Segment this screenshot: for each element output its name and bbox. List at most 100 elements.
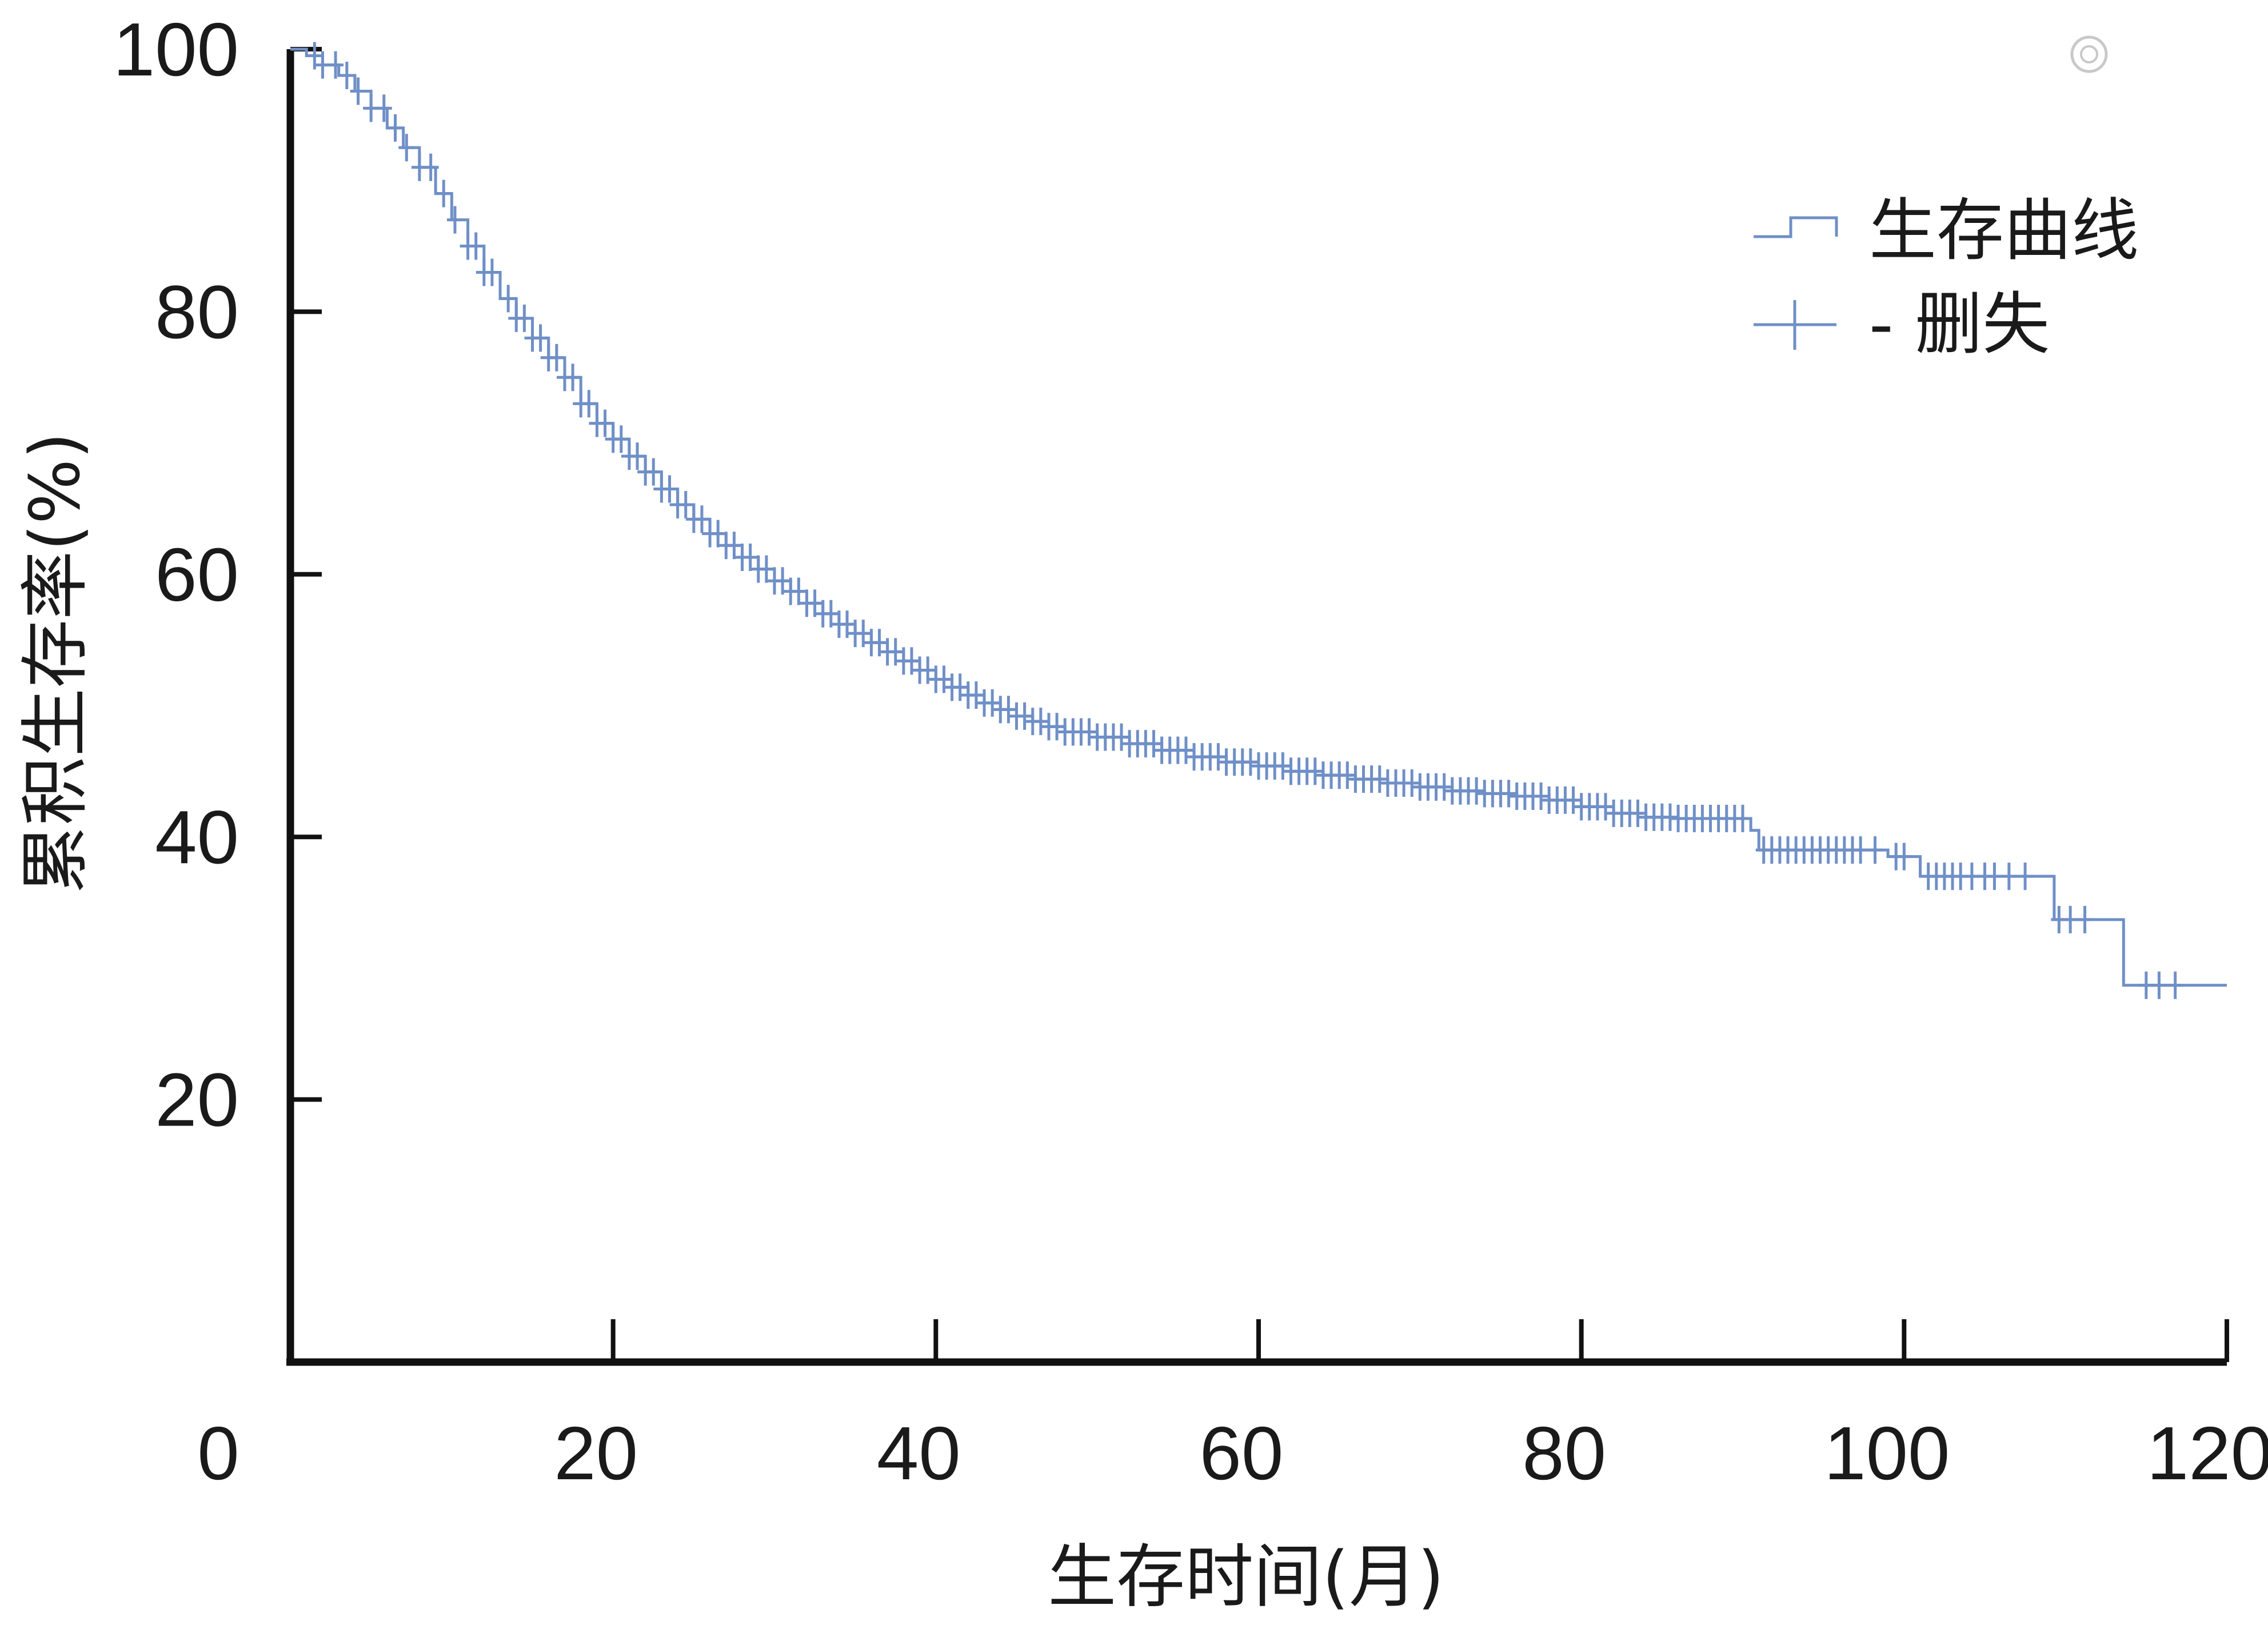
legend-label-censored: - 删失 bbox=[1869, 285, 2050, 364]
censor-mark bbox=[306, 42, 323, 70]
censor-mark bbox=[677, 491, 694, 519]
censor-mark bbox=[920, 656, 936, 684]
legend: 生存曲线 - 删失 bbox=[1754, 191, 2139, 364]
censor-mark bbox=[1867, 836, 1883, 864]
censor-mark bbox=[387, 114, 404, 142]
censor-marks bbox=[306, 42, 2183, 999]
censor-mark bbox=[1404, 769, 1420, 797]
x-tick-label: 100 bbox=[1824, 1411, 1950, 1495]
y-ticks: 20 40 60 80 100 bbox=[113, 7, 322, 1142]
censor-mark bbox=[1533, 782, 1550, 810]
censor-mark bbox=[613, 425, 629, 453]
censor-mark bbox=[1598, 793, 1614, 821]
y-tick-label: 20 bbox=[155, 1058, 239, 1142]
censor-mark bbox=[1081, 718, 1097, 746]
censor-mark bbox=[1307, 757, 1323, 785]
censor-mark bbox=[338, 61, 355, 89]
censor-mark bbox=[1242, 748, 1259, 776]
x-ticks: 0 20 40 60 80 100 120 bbox=[197, 1319, 2268, 1495]
censor-mark bbox=[1016, 702, 1033, 730]
x-tick-label: 40 bbox=[877, 1411, 961, 1495]
censor-mark bbox=[903, 647, 920, 675]
censor-mark bbox=[398, 134, 415, 162]
censor-mark bbox=[710, 520, 726, 548]
censor-mark bbox=[2017, 863, 2034, 891]
censor-mark bbox=[774, 567, 791, 595]
watermark bbox=[2070, 35, 2108, 73]
censor-mark bbox=[952, 673, 968, 701]
legend-censor-symbol bbox=[1754, 300, 1836, 350]
censor-mark bbox=[468, 232, 484, 260]
censor-mark bbox=[597, 409, 613, 437]
censor-mark bbox=[806, 589, 823, 617]
censor-mark bbox=[1000, 696, 1017, 724]
censor-mark bbox=[376, 94, 392, 122]
censor-mark bbox=[693, 505, 710, 533]
x-tick-label: 0 bbox=[197, 1411, 239, 1495]
censor-mark bbox=[1145, 730, 1162, 758]
censor-mark bbox=[565, 364, 581, 392]
censor-mark bbox=[661, 475, 678, 503]
censor-mark bbox=[1468, 777, 1485, 805]
censor-mark bbox=[822, 600, 839, 628]
censor-mark bbox=[2077, 905, 2093, 933]
censor-mark bbox=[1339, 761, 1356, 789]
legend-label-survival: 生存曲线 bbox=[1869, 191, 2139, 270]
censor-mark bbox=[1630, 799, 1646, 827]
x-tick-label: 20 bbox=[554, 1411, 638, 1495]
censor-mark bbox=[2151, 971, 2167, 999]
censor-mark bbox=[936, 665, 952, 693]
series-layer bbox=[290, 47, 2227, 987]
censor-mark bbox=[839, 610, 856, 638]
y-tick-label: 100 bbox=[113, 7, 239, 91]
censor-mark bbox=[1210, 743, 1227, 771]
censor-mark bbox=[984, 689, 1001, 717]
censor-mark bbox=[1565, 786, 1582, 814]
censor-mark bbox=[422, 153, 439, 181]
censor-mark bbox=[855, 620, 872, 648]
censor-mark bbox=[1436, 773, 1452, 801]
censor-mark bbox=[1275, 752, 1291, 780]
y-tick-label: 80 bbox=[155, 270, 239, 354]
x-axis-title: 生存时间(月) bbox=[1048, 1538, 1444, 1617]
censor-mark bbox=[2062, 905, 2079, 933]
censor-mark bbox=[2001, 863, 2017, 891]
x-tick-label: 60 bbox=[1200, 1411, 1284, 1495]
censor-mark bbox=[871, 629, 888, 657]
y-tick-label: 40 bbox=[155, 795, 239, 879]
censor-mark bbox=[1049, 713, 1065, 741]
censor-mark bbox=[726, 532, 742, 560]
censor-mark bbox=[887, 638, 904, 666]
censor-mark bbox=[446, 206, 463, 234]
censor-mark bbox=[1735, 805, 1751, 833]
y-axis-title: 累积生存率(%) bbox=[16, 432, 95, 894]
censor-mark bbox=[1113, 723, 1130, 751]
censor-mark bbox=[484, 258, 500, 286]
censor-mark bbox=[758, 555, 774, 583]
y-tick-label: 60 bbox=[155, 533, 239, 617]
censor-mark bbox=[742, 543, 758, 571]
x-tick-label: 80 bbox=[1522, 1411, 1606, 1495]
censor-mark bbox=[350, 77, 366, 105]
censor-mark bbox=[1500, 780, 1517, 808]
censor-mark bbox=[532, 324, 549, 352]
x-tick-label: 120 bbox=[2147, 1411, 2268, 1495]
censor-mark bbox=[968, 681, 984, 709]
censor-mark bbox=[548, 344, 565, 372]
censor-mark bbox=[645, 458, 662, 486]
censor-mark bbox=[1986, 863, 2003, 891]
society-seal-icon bbox=[2070, 35, 2108, 73]
censor-mark bbox=[790, 577, 807, 605]
censor-mark bbox=[500, 285, 517, 313]
censor-mark bbox=[328, 51, 344, 79]
censor-mark bbox=[1852, 836, 1869, 864]
censor-mark bbox=[581, 390, 597, 418]
censor-mark bbox=[1371, 765, 1388, 793]
censor-mark bbox=[516, 304, 533, 332]
censor-mark bbox=[1032, 708, 1049, 736]
censor-mark bbox=[629, 442, 646, 470]
censor-mark bbox=[2167, 971, 2183, 999]
legend-step-symbol bbox=[1754, 216, 1838, 238]
censor-mark bbox=[1896, 843, 1912, 871]
